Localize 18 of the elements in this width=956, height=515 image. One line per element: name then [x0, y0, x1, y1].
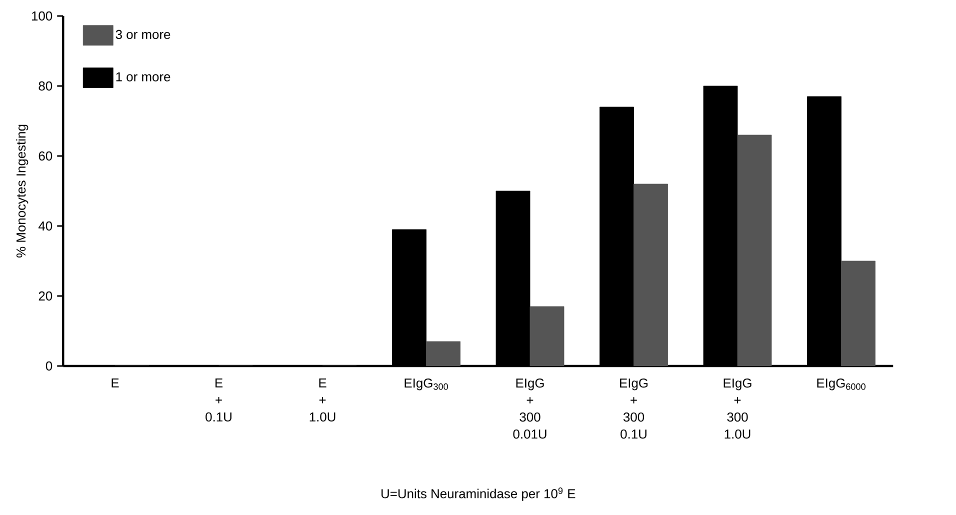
x-tick-label: EIgG + 300 0.1U [620, 378, 648, 439]
legend-label: 1 or more [116, 72, 170, 82]
y-tick-label: 80 [38, 81, 52, 91]
x-tick-label: EIgG + 300 0.01U [513, 378, 546, 439]
x-tick-label: E [112, 378, 119, 388]
x-tick-label: EIgG$_{300}$ [404, 378, 448, 390]
y-tick-label: 20 [38, 291, 52, 301]
x-tick-label: EIgG$_{6000}$ [817, 378, 866, 390]
x-tick-label: E + 0.1U [206, 378, 232, 422]
x-tick-label: E + 1.0U [310, 378, 336, 422]
legend-label: 3 or more [116, 30, 170, 40]
y-tick-label: 0 [46, 361, 52, 371]
y-tick-label: 100 [32, 11, 52, 21]
y-axis-title: % Monocytes Ingesting [16, 124, 28, 258]
y-tick-label: 40 [38, 221, 52, 231]
y-tick-label: 60 [38, 151, 52, 161]
x-tick-label: EIgG + 300 1.0U [724, 378, 752, 439]
x-axis-title: U=Units Neuraminidase per 10$^{9}$ E [382, 488, 576, 501]
